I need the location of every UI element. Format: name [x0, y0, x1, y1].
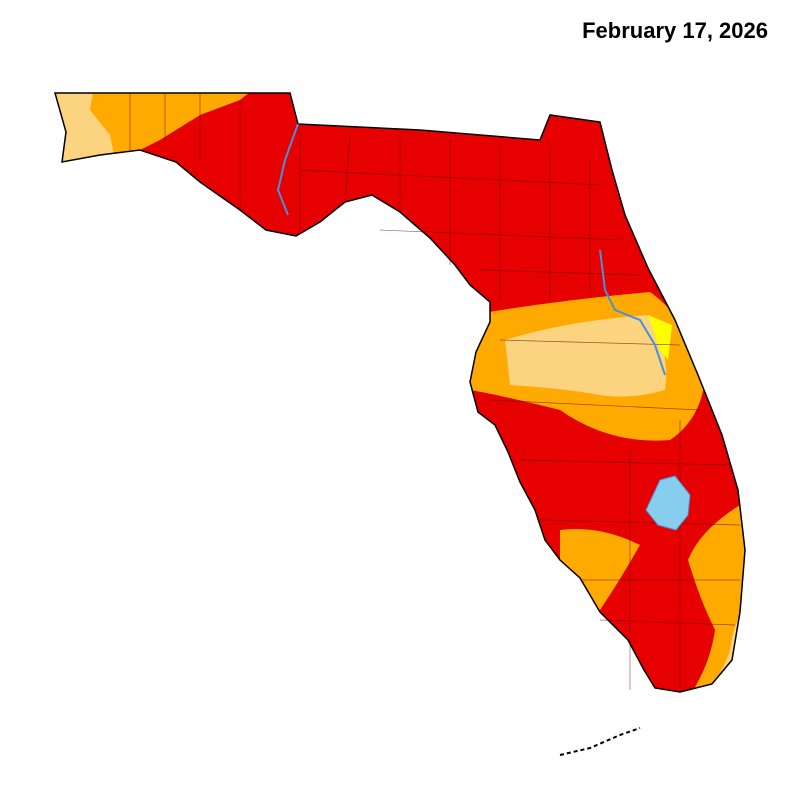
florida-keys	[559, 727, 641, 756]
map-title: February 17, 2026	[582, 18, 768, 43]
moderate-drought	[505, 315, 666, 397]
river	[599, 249, 666, 376]
river	[276, 123, 299, 216]
abnormally-dry	[648, 315, 672, 360]
county-lines	[129, 93, 741, 690]
state-outline	[54, 92, 746, 693]
lake-okeechobee	[645, 475, 691, 531]
